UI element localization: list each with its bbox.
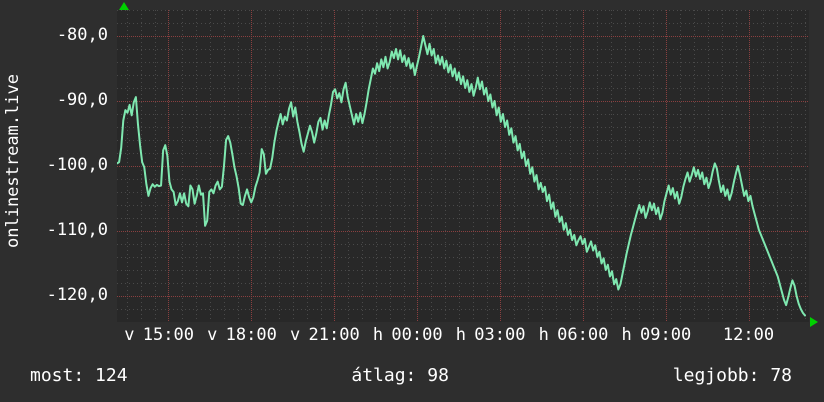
y-axis-tick-4: -120,0: [46, 285, 108, 305]
x-axis-tick-5: 06:00: [557, 325, 609, 345]
grid-lines: [117, 10, 809, 322]
x-axis-tick-7: 12:00: [722, 325, 775, 345]
data-line: [117, 35, 806, 317]
summary-legend: most: 124 átlag: 98 legjobb: 78: [0, 362, 824, 388]
x-axis-day-marker-6: h: [621, 325, 632, 345]
stat-most-label: most:: [30, 364, 85, 386]
x-axis-day-marker-2: v: [290, 325, 301, 345]
x-axis-tick-3: 00:00: [391, 325, 443, 345]
x-axis-tick-1: 18:00: [225, 325, 277, 345]
x-axis-tick-labels: 15:00 v 18:00 v 21:00 v 00:00 h 03:00 h 06:00 h 09:0…: [0, 326, 824, 348]
stat-legjobb-label: legjobb:: [672, 364, 760, 386]
y-axis-tick-1: -90,0: [56, 90, 108, 110]
stat-most: most: 124: [30, 365, 128, 386]
x-axis-tick-2: 21:00: [308, 325, 360, 345]
x-axis-day-marker-0: v: [124, 325, 135, 345]
stat-atlag-label: átlag:: [351, 364, 417, 386]
x-axis-tick-0: 15:00: [142, 325, 194, 345]
y-axis-tick-labels: -80,0 -90,0 -100,0 -110,0 -120,0: [20, 0, 108, 402]
plot-area[interactable]: [117, 10, 809, 322]
y-axis-tick-0: -80,0: [56, 25, 108, 45]
stat-atlag: átlag: 98: [351, 365, 449, 386]
x-axis-day-marker-4: h: [455, 325, 466, 345]
x-axis-day-marker-3: h: [372, 325, 384, 345]
x-axis-tick-6: 09:00: [640, 325, 692, 345]
stat-most-value: 124: [95, 364, 128, 386]
y-axis-tick-2: -100,0: [46, 155, 108, 175]
stat-atlag-value: 98: [427, 364, 449, 386]
y-axis-arrow-icon: [119, 2, 129, 10]
stat-legjobb: legjobb: 78: [673, 365, 792, 386]
x-axis-arrow-icon: [810, 317, 818, 327]
stat-legjobb-value: 78: [770, 364, 792, 386]
x-axis-tick-4: 03:00: [474, 325, 526, 345]
x-axis-day-marker-1: v: [207, 325, 218, 345]
x-axis-day-marker-5: h: [538, 325, 549, 345]
y-axis-tick-3: -110,0: [46, 220, 108, 240]
